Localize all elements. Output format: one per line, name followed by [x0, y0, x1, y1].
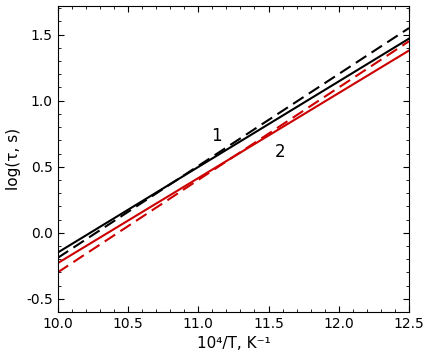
Text: 2: 2: [274, 143, 285, 161]
Text: 1: 1: [211, 127, 222, 145]
Y-axis label: log(τ, s): log(τ, s): [6, 128, 21, 190]
X-axis label: 10⁴/T, K⁻¹: 10⁴/T, K⁻¹: [197, 336, 270, 351]
